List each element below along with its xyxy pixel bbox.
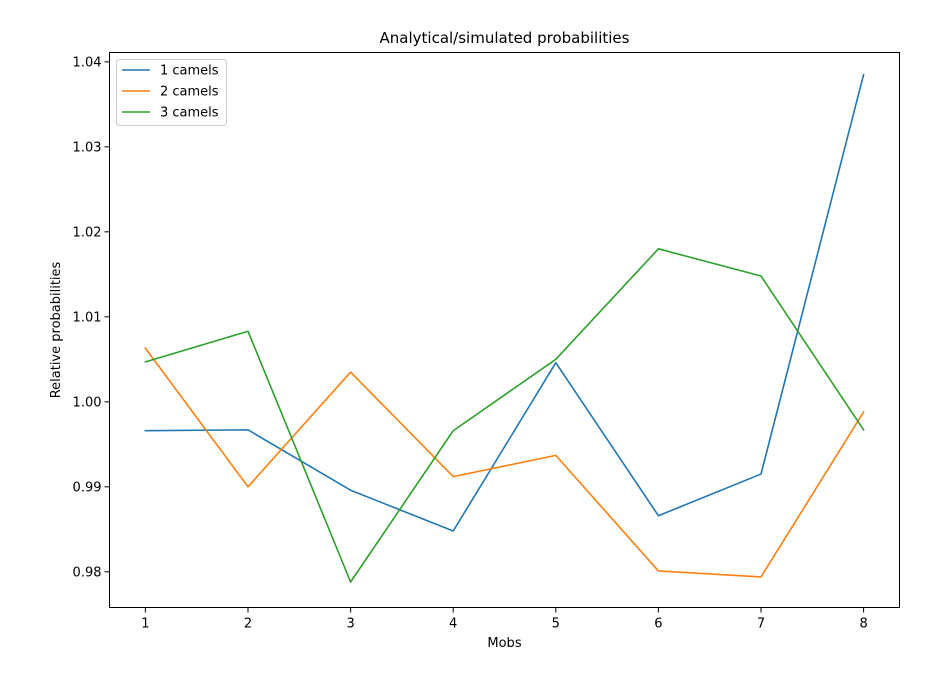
y-tick-label: 1.00 (73, 395, 102, 410)
x-tick-label: 4 (449, 617, 457, 632)
x-tick-label: 1 (141, 617, 149, 632)
legend-box (116, 59, 227, 126)
y-axis-ticks: 0.98 0.99 1.00 1.01 1.02 1.03 1.04 (73, 55, 110, 580)
x-tick-label: 2 (244, 617, 252, 632)
chart-title: Analytical/simulated probabilities (380, 29, 630, 47)
y-tick-label: 1.02 (73, 225, 102, 240)
y-axis-label: Relative probabilities (49, 261, 64, 398)
x-axis-ticks: 1 2 3 4 5 6 7 8 (141, 607, 868, 632)
series-line-1 (144, 73, 865, 532)
series-line-3 (144, 248, 865, 583)
plot-area-frame (109, 52, 900, 608)
x-tick-label: 6 (654, 617, 662, 632)
legend: 1 camels 2 camels 3 camels (116, 59, 227, 126)
legend-label-2: 2 camels (160, 85, 219, 100)
legend-label-1: 1 camels (160, 64, 219, 79)
x-tick-label: 7 (757, 617, 765, 632)
series-lines (144, 73, 865, 583)
series-line-2 (144, 347, 865, 578)
y-tick-label: 0.99 (73, 480, 102, 495)
y-tick-label: 1.03 (73, 140, 102, 155)
y-tick-label: 1.04 (73, 55, 102, 70)
y-tick-label: 1.01 (73, 310, 102, 325)
x-tick-label: 8 (859, 617, 867, 632)
x-tick-label: 3 (346, 617, 354, 632)
legend-label-3: 3 camels (160, 106, 219, 121)
y-tick-label: 0.98 (73, 565, 102, 580)
x-axis-label: Mobs (487, 636, 521, 651)
x-tick-label: 5 (552, 617, 560, 632)
